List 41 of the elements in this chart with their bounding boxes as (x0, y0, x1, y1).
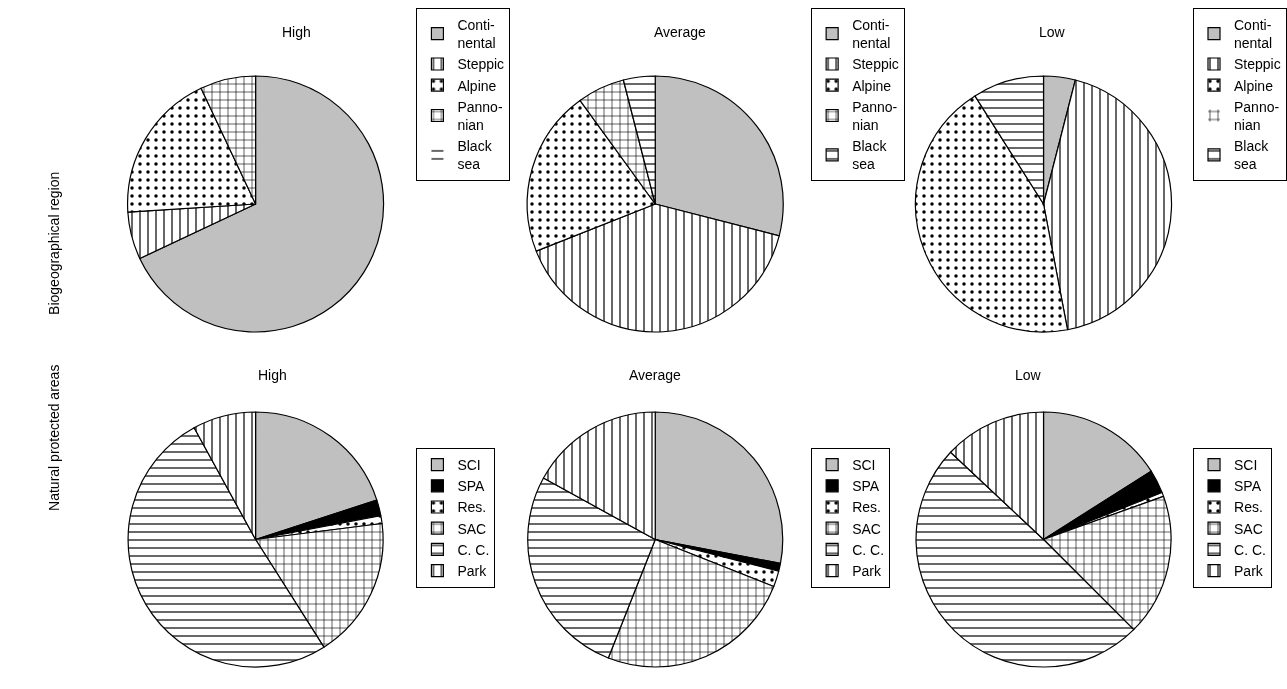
text: Natural protected areas (45, 364, 62, 511)
legend-label: SPA (852, 478, 880, 495)
legend-label: Conti- nental (457, 17, 496, 52)
legend-label: Panno- nian (852, 98, 898, 134)
legend-label: Res. (852, 499, 881, 516)
chart-title: Average (629, 367, 682, 383)
legend-label: Steppic (852, 56, 899, 73)
legend-label: SCI (1234, 457, 1258, 474)
legend-label: Black sea (852, 138, 888, 173)
legend-label: Steppic (1234, 56, 1281, 73)
legend-label: Alpine (1234, 77, 1274, 94)
legend-label: C. C. (457, 541, 490, 558)
legend-label: Panno- nian (1234, 98, 1280, 134)
legend-label: Res. (1234, 499, 1263, 516)
legend-label: Black sea (1234, 138, 1270, 173)
text: Average (654, 24, 707, 40)
legend-label: SAC (457, 520, 487, 537)
legend-label: Panno- nian (457, 98, 503, 134)
text: Biogeographical region (45, 171, 62, 315)
legend-label: SAC (1234, 520, 1263, 537)
legend-label: SCI (457, 457, 481, 474)
legend-label: Conti- nental (1234, 17, 1273, 52)
legend-label: SPA (457, 478, 486, 495)
chart-title: High (258, 367, 287, 383)
legend-label: C. C. (852, 541, 885, 558)
legend-label: Alpine (457, 77, 497, 94)
legend-label: SAC (852, 520, 881, 537)
legend-label: SCI (852, 457, 876, 474)
legend-label: C. C. (1234, 541, 1266, 558)
text: High (282, 24, 311, 40)
legend-label: SPA (1234, 478, 1262, 495)
legend-label: Steppic (457, 56, 505, 73)
legend-label: Conti- nental (852, 17, 891, 52)
legend-label: Park (1234, 563, 1264, 580)
legend-label: Res. (457, 499, 487, 516)
text: Low (1039, 24, 1066, 40)
legend-label: Park (852, 563, 882, 580)
chart-title: Low (1015, 367, 1042, 383)
legend-label: Alpine (852, 77, 892, 94)
legend-label: Black sea (457, 138, 493, 173)
legend-label: Park (457, 563, 488, 580)
